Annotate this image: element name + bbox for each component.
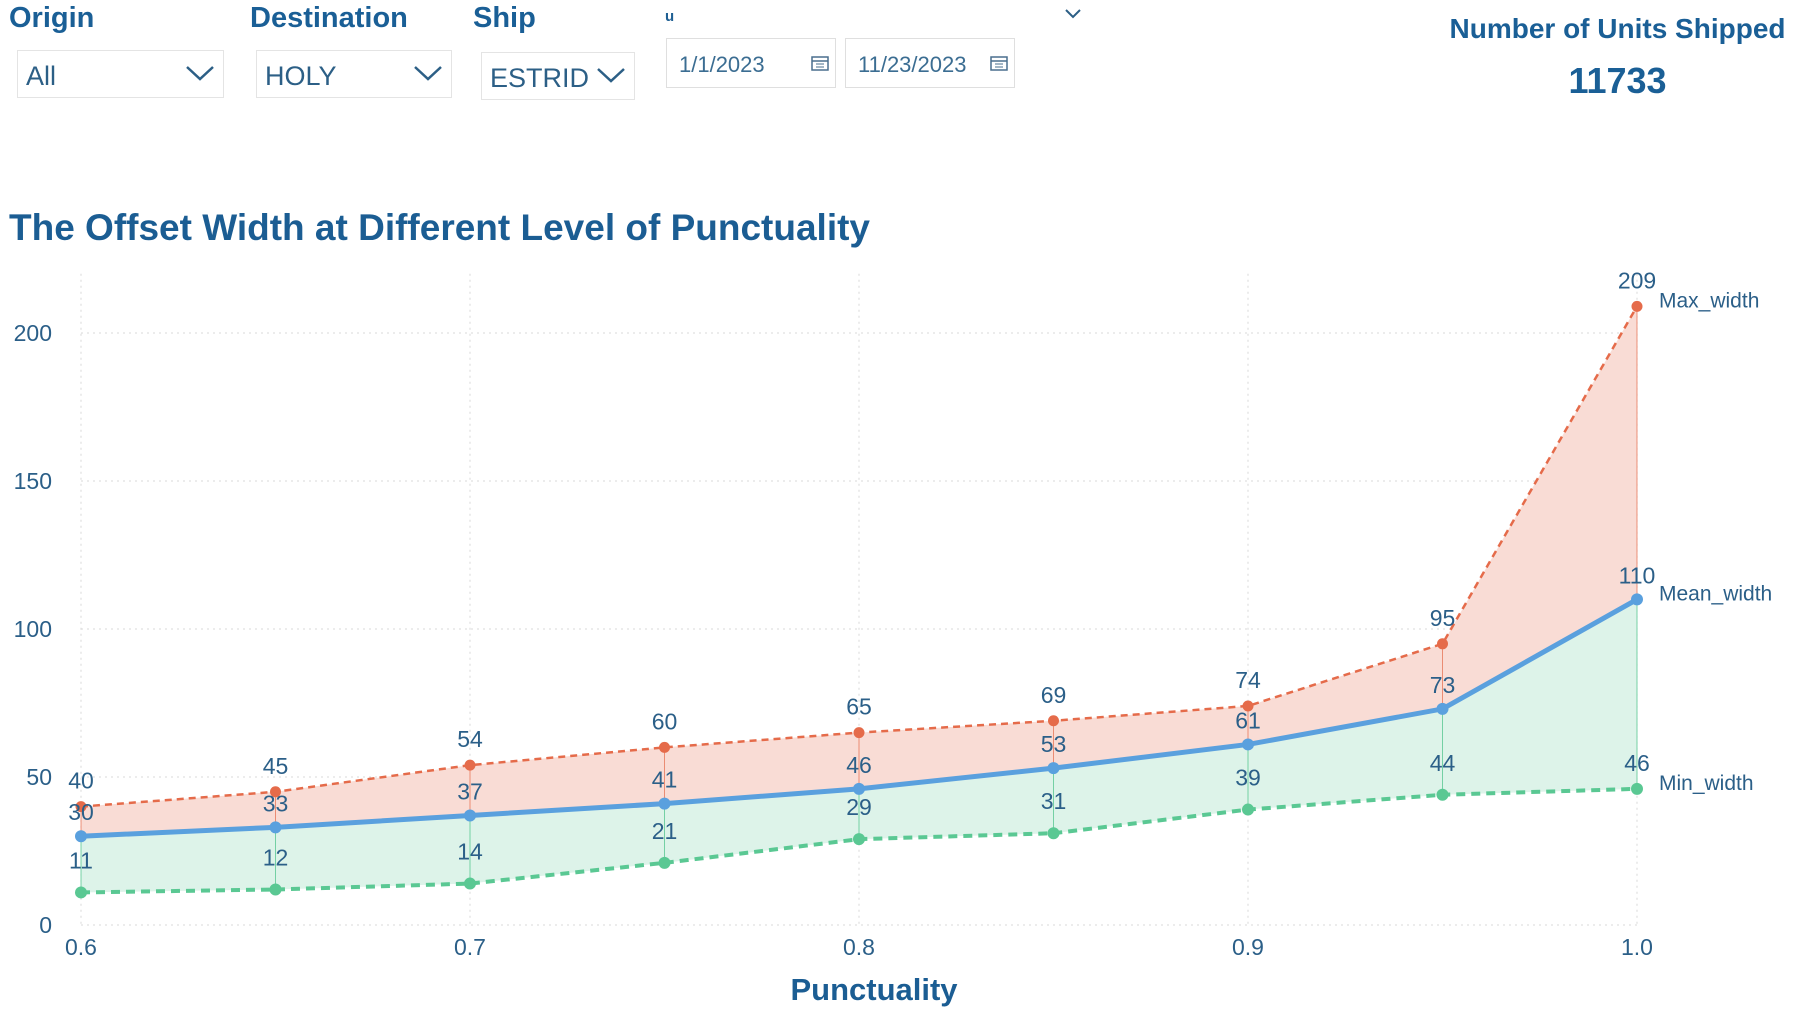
point-max-width	[659, 741, 670, 753]
point-min-width	[658, 856, 671, 869]
y-tick-label: 0	[39, 912, 52, 938]
point-max-width	[464, 759, 476, 771]
point-min-width	[853, 833, 865, 846]
data-label-max-width: 40	[68, 768, 94, 794]
point-min-width	[269, 883, 282, 896]
series-label: Max_width	[1659, 289, 1759, 312]
point-max-width	[1631, 300, 1643, 312]
data-label-mean-width: 33	[263, 790, 289, 816]
x-tick-label: 0.9	[1232, 934, 1264, 960]
point-mean-width	[1436, 702, 1449, 715]
y-tick-label: 100	[14, 616, 52, 642]
data-label-min-width: 11	[69, 847, 93, 873]
point-min-width	[464, 877, 476, 890]
point-max-width	[75, 801, 87, 813]
point-max-width	[1437, 638, 1448, 650]
x-tick-label: 0.8	[843, 934, 875, 960]
data-label-mean-width: 30	[68, 799, 94, 825]
data-label-max-width: 65	[846, 694, 872, 720]
chart-title: The Offset Width at Different Level of P…	[9, 207, 871, 248]
kpi-card-title: Number of Units Shipped	[1449, 13, 1786, 44]
destination-label: Destination	[250, 2, 408, 34]
start-date-input[interactable]: 1/1/2023	[666, 38, 836, 88]
data-label-min-width: 12	[263, 844, 289, 870]
calendar-icon[interactable]	[990, 55, 1008, 71]
y-tick-label: 50	[26, 764, 52, 790]
point-mean-width	[464, 809, 476, 822]
origin-dropdown[interactable]: All	[17, 50, 224, 98]
point-min-width	[1047, 827, 1060, 840]
ship-label: Ship	[473, 2, 536, 34]
point-mean-width	[1242, 738, 1254, 751]
destination-dropdown[interactable]: HOLY	[256, 50, 452, 98]
series-label: Min_width	[1659, 772, 1754, 795]
origin-label: Origin	[9, 2, 95, 34]
kpi-card-value: 11733	[1568, 60, 1667, 101]
date-slicer-label: u	[665, 8, 675, 25]
point-min-width	[1631, 782, 1643, 795]
chevron-down-icon[interactable]	[1064, 8, 1082, 20]
point-mean-width	[1047, 762, 1060, 775]
data-label-max-width: 60	[652, 708, 678, 734]
data-label-max-width: 45	[263, 753, 289, 779]
point-mean-width	[1631, 593, 1643, 606]
point-max-width	[853, 727, 865, 739]
end-date-input[interactable]: 11/23/2023	[845, 38, 1015, 88]
point-mean-width	[658, 797, 671, 810]
data-label-min-width: 29	[846, 794, 872, 820]
offset-width-chart: 0 50 100 150 200 0.6 0.7 0.8 0.9 1.0 Punctuality 40…	[14, 267, 1773, 1007]
calendar-icon[interactable]	[811, 55, 829, 71]
point-mean-width	[853, 782, 865, 795]
x-axis-title: Punctuality	[790, 972, 958, 1007]
data-label-mean-width: 110	[1619, 562, 1656, 588]
x-tick-label: 0.6	[65, 934, 97, 960]
ship-dropdown[interactable]: ESTRID	[481, 52, 635, 100]
data-label-mean-width: 46	[846, 752, 872, 778]
data-label-min-width: 44	[1430, 750, 1456, 776]
y-tick-label: 150	[14, 468, 52, 494]
data-label-max-width: 54	[457, 726, 483, 752]
end-date-value: 11/23/2023	[858, 52, 967, 77]
point-mean-width	[75, 830, 87, 843]
ship-value: ESTRID	[490, 63, 590, 93]
x-tick-label: 0.7	[454, 934, 486, 960]
point-mean-width	[269, 821, 282, 834]
series-label: Mean_width	[1659, 582, 1772, 605]
data-label-mean-width: 41	[652, 767, 678, 793]
x-tick-label: 1.0	[1621, 934, 1653, 960]
data-label-max-width: 74	[1235, 667, 1261, 693]
data-label-mean-width: 37	[457, 778, 483, 804]
chevron-down-icon	[414, 66, 442, 81]
chevron-down-icon	[186, 66, 214, 81]
destination-value: HOLY	[265, 61, 337, 91]
start-date-value: 1/1/2023	[679, 52, 765, 77]
data-label-min-width: 31	[1041, 788, 1067, 814]
point-max-width	[1048, 715, 1059, 727]
point-min-width	[1436, 788, 1449, 801]
data-label-max-width: 69	[1041, 682, 1067, 708]
data-label-mean-width: 61	[1235, 707, 1261, 733]
data-label-mean-width: 53	[1041, 731, 1067, 757]
data-label-min-width: 46	[1624, 750, 1650, 776]
data-label-max-width: 209	[1618, 267, 1656, 293]
point-min-width	[75, 886, 87, 899]
point-max-width	[270, 786, 281, 798]
data-label-min-width: 21	[652, 818, 678, 844]
chevron-down-icon	[597, 68, 625, 83]
origin-value: All	[26, 61, 57, 91]
y-tick-label: 200	[14, 320, 52, 346]
data-label-min-width: 39	[1235, 765, 1261, 791]
data-label-max-width: 95	[1430, 605, 1456, 631]
data-label-min-width: 14	[457, 839, 483, 865]
point-max-width	[1242, 700, 1254, 712]
point-min-width	[1242, 803, 1254, 816]
data-label-mean-width: 73	[1430, 672, 1456, 698]
